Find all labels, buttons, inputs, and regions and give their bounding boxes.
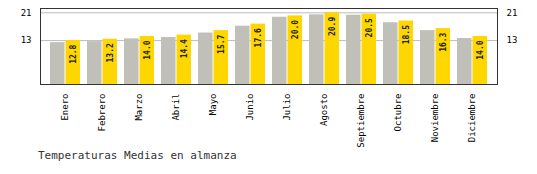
svg-text:Abril: Abril [171,94,181,121]
svg-text:13.2: 13.2 [106,43,115,62]
svg-text:Junio: Junio [245,94,255,121]
svg-text:12.8: 12.8 [69,44,78,63]
html-text:Temperaturas Medias en almanza: Temperaturas Medias en almanza [38,149,237,162]
svg-text:13: 13 [21,35,32,45]
svg-text:16.3: 16.3 [439,32,448,51]
svg-text:Febrero: Febrero [97,94,107,132]
svg-text:15.7: 15.7 [217,34,226,53]
svg-text:13: 13 [507,35,518,45]
svg-text:21: 21 [21,8,32,18]
svg-text:17.6: 17.6 [254,28,263,47]
svg-text:14.0: 14.0 [476,40,485,59]
svg-text:20.0: 20.0 [291,20,300,39]
svg-text:14.0: 14.0 [143,40,152,59]
svg-text:Diciembre: Diciembre [467,94,477,143]
svg-text:14.4: 14.4 [180,39,189,58]
svg-text:Enero: Enero [60,94,70,121]
svg-text:Mayo: Mayo [208,94,218,116]
svg-text:18.5: 18.5 [402,25,411,44]
svg-text:21: 21 [507,8,518,18]
svg-text:20.5: 20.5 [365,18,374,37]
svg-text:Noviembre: Noviembre [430,94,440,143]
svg-text:20.9: 20.9 [328,17,337,36]
svg-text:Agosto: Agosto [319,94,329,127]
svg-text:Septiembre: Septiembre [356,94,366,148]
svg-text:Octubre: Octubre [393,94,403,132]
svg-text:Julio: Julio [282,94,292,121]
svg-text:Marzo: Marzo [134,94,144,121]
